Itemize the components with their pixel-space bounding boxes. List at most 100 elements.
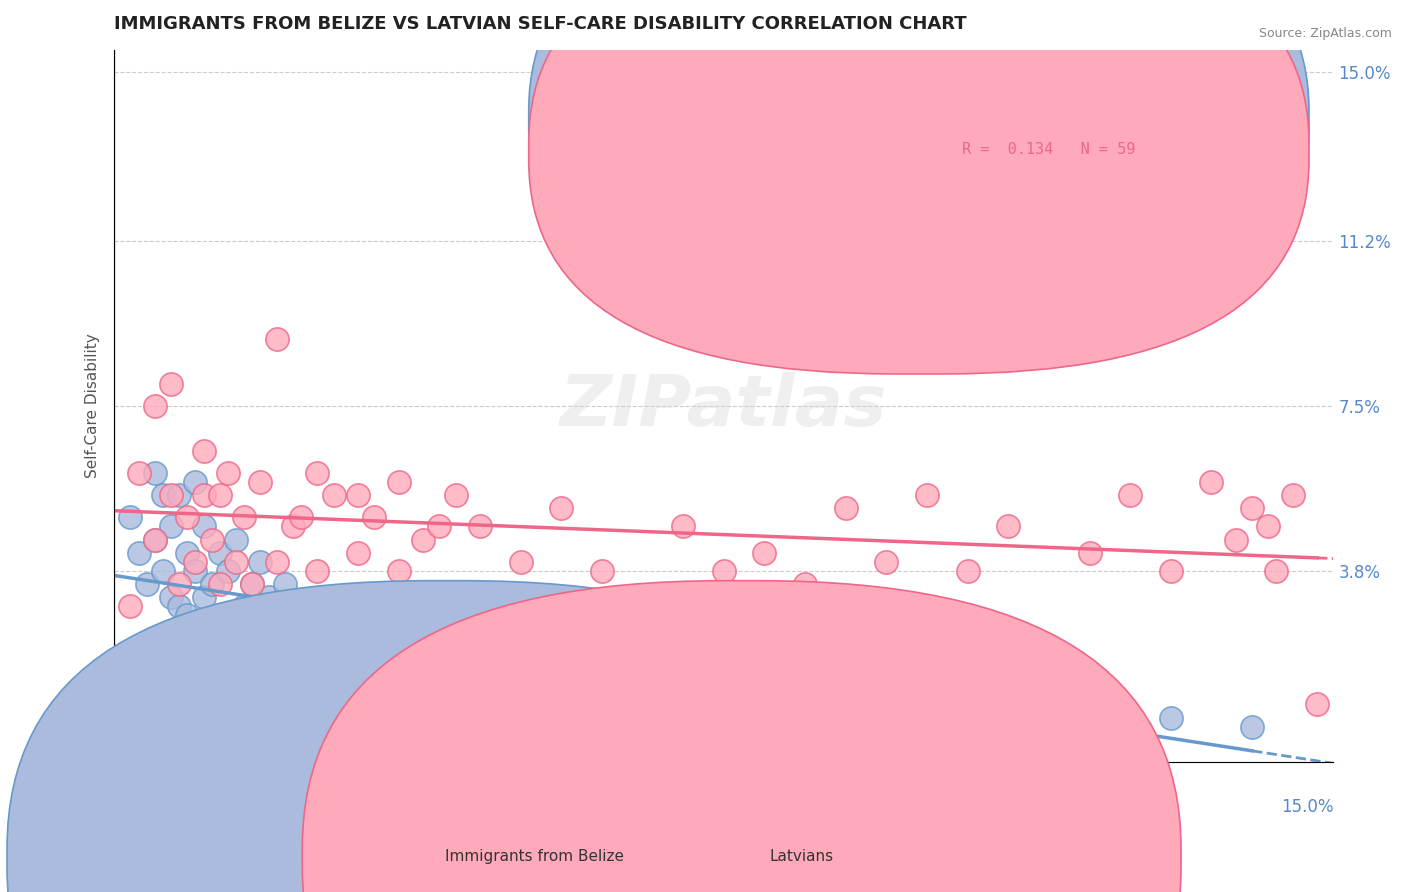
Point bbox=[388, 475, 411, 489]
Point bbox=[208, 488, 231, 502]
Point bbox=[591, 622, 613, 636]
Point bbox=[444, 488, 467, 502]
Point bbox=[794, 577, 817, 591]
Point bbox=[363, 666, 385, 681]
Point bbox=[184, 564, 207, 578]
Point bbox=[120, 599, 142, 614]
Text: Source: ZipAtlas.com: Source: ZipAtlas.com bbox=[1258, 27, 1392, 40]
Text: 15.0%: 15.0% bbox=[1281, 797, 1333, 816]
Point bbox=[143, 399, 166, 413]
Point bbox=[1241, 720, 1264, 734]
Point bbox=[1201, 475, 1223, 489]
Point bbox=[152, 488, 174, 502]
Point bbox=[631, 599, 654, 614]
Point bbox=[160, 591, 183, 605]
Point bbox=[257, 644, 280, 658]
Point bbox=[631, 689, 654, 703]
Point bbox=[249, 555, 271, 569]
Point bbox=[193, 488, 215, 502]
Point bbox=[1281, 488, 1303, 502]
Point bbox=[281, 519, 304, 533]
Point bbox=[240, 653, 263, 667]
Point bbox=[143, 466, 166, 480]
FancyBboxPatch shape bbox=[870, 93, 1163, 178]
Point bbox=[233, 510, 256, 524]
Point bbox=[412, 533, 434, 547]
Point bbox=[217, 466, 239, 480]
Point bbox=[468, 519, 491, 533]
Point bbox=[956, 564, 979, 578]
Point bbox=[176, 510, 198, 524]
Text: R = -0.228   N = 67: R = -0.228 N = 67 bbox=[962, 110, 1135, 125]
Point bbox=[1119, 488, 1142, 502]
Point bbox=[143, 533, 166, 547]
Point bbox=[307, 644, 329, 658]
Point bbox=[347, 635, 370, 649]
Point bbox=[201, 533, 224, 547]
Point bbox=[176, 546, 198, 560]
Point bbox=[298, 608, 321, 623]
Point bbox=[160, 519, 183, 533]
Point bbox=[754, 546, 776, 560]
Point bbox=[550, 501, 572, 516]
Point bbox=[208, 622, 231, 636]
Point bbox=[201, 577, 224, 591]
Point bbox=[160, 376, 183, 391]
Point bbox=[550, 653, 572, 667]
Point bbox=[1160, 711, 1182, 725]
Point bbox=[160, 488, 183, 502]
Y-axis label: Self-Care Disability: Self-Care Disability bbox=[86, 334, 100, 478]
Point bbox=[494, 599, 516, 614]
Point bbox=[128, 466, 150, 480]
Point bbox=[274, 577, 297, 591]
Point bbox=[225, 635, 247, 649]
Point bbox=[193, 519, 215, 533]
Point bbox=[997, 689, 1019, 703]
Point bbox=[1257, 519, 1279, 533]
Point bbox=[453, 666, 475, 681]
Text: R =  0.134   N = 59: R = 0.134 N = 59 bbox=[962, 142, 1135, 157]
Point bbox=[201, 644, 224, 658]
Point bbox=[307, 466, 329, 480]
Point bbox=[997, 519, 1019, 533]
Point bbox=[834, 680, 856, 694]
Point bbox=[380, 653, 402, 667]
Point bbox=[1306, 698, 1329, 712]
Point bbox=[436, 644, 458, 658]
Point bbox=[330, 622, 353, 636]
Point bbox=[217, 564, 239, 578]
Point bbox=[249, 475, 271, 489]
Point bbox=[1078, 546, 1101, 560]
Point bbox=[915, 488, 938, 502]
Point bbox=[225, 555, 247, 569]
Point bbox=[184, 475, 207, 489]
Point bbox=[395, 689, 418, 703]
Point bbox=[274, 653, 297, 667]
Point bbox=[193, 591, 215, 605]
Text: IMMIGRANTS FROM BELIZE VS LATVIAN SELF-CARE DISABILITY CORRELATION CHART: IMMIGRANTS FROM BELIZE VS LATVIAN SELF-C… bbox=[114, 15, 967, 33]
Point bbox=[281, 635, 304, 649]
Point bbox=[509, 555, 531, 569]
Text: Immigrants from Belize: Immigrants from Belize bbox=[444, 849, 624, 863]
Point bbox=[754, 666, 776, 681]
Point bbox=[915, 666, 938, 681]
Point bbox=[184, 555, 207, 569]
Point bbox=[591, 564, 613, 578]
Point bbox=[249, 622, 271, 636]
Point bbox=[322, 488, 344, 502]
Point bbox=[322, 653, 344, 667]
Point bbox=[672, 519, 695, 533]
Point bbox=[1265, 564, 1288, 578]
Point bbox=[176, 608, 198, 623]
Point bbox=[208, 577, 231, 591]
Point bbox=[427, 519, 450, 533]
Point bbox=[307, 564, 329, 578]
Point bbox=[347, 488, 370, 502]
Text: 0.0%: 0.0% bbox=[114, 797, 156, 816]
Point bbox=[315, 599, 337, 614]
Point bbox=[1241, 501, 1264, 516]
Point bbox=[143, 533, 166, 547]
Point bbox=[1225, 533, 1247, 547]
Point bbox=[290, 510, 312, 524]
Point bbox=[371, 599, 394, 614]
